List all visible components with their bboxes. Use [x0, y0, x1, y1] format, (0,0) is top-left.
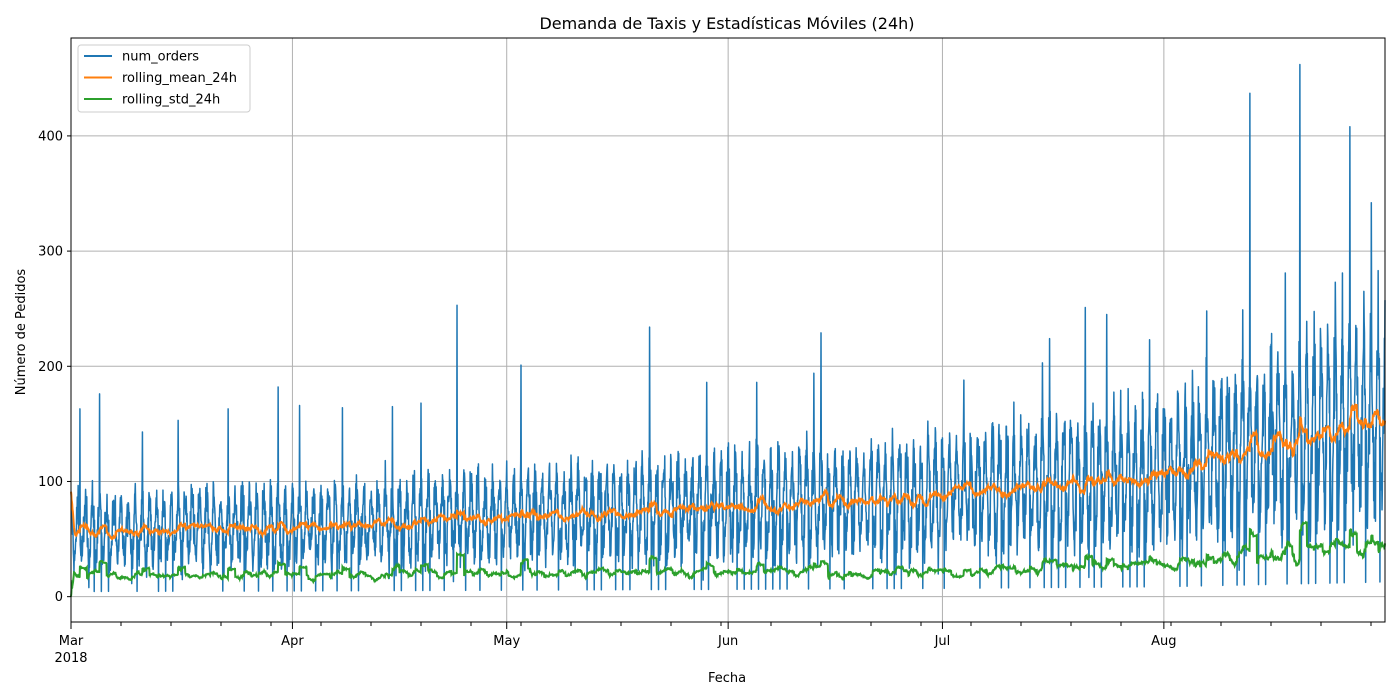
y-tick-label: 0: [55, 590, 63, 605]
x-axis-label: Fecha: [708, 671, 746, 686]
x-tick-label: May: [493, 634, 520, 649]
y-tick-label: 100: [38, 475, 63, 490]
y-tick-label: 200: [38, 360, 63, 375]
legend-label: rolling_std_24h: [122, 93, 220, 108]
legend: num_orders rolling_mean_24h rolling_std_24…: [77, 44, 251, 113]
y-tick-label: 400: [38, 129, 63, 144]
chart-title: Demanda de Taxis y Estadísticas Móviles …: [539, 14, 914, 33]
x-tick-label: Jun: [717, 634, 738, 649]
series-line-rolling-std-24h: [70, 520, 1386, 597]
x-tick-sublabel: 2018: [54, 651, 87, 666]
x-tick-label: Apr: [281, 634, 304, 649]
legend-label: rolling_mean_24h: [122, 71, 237, 86]
x-tick-label: Jul: [934, 634, 951, 649]
y-tick-label: 300: [38, 245, 63, 260]
plot-frame: [70, 37, 1386, 623]
series-line-rolling-mean-24h: [70, 402, 1386, 541]
legend-label: num_orders: [122, 50, 199, 65]
series-layer: [70, 63, 1386, 597]
axes: 0 100 200 300 400 Mar 2018 Apr May Jun Jul Aug: [38, 37, 1386, 666]
x-tick-label: Aug: [1151, 634, 1176, 649]
y-axis-label: Número de Pedidos: [14, 269, 29, 396]
x-tick-label: Mar: [59, 634, 84, 649]
series-line-num-orders: [70, 63, 1386, 593]
legend-box: [77, 44, 251, 113]
